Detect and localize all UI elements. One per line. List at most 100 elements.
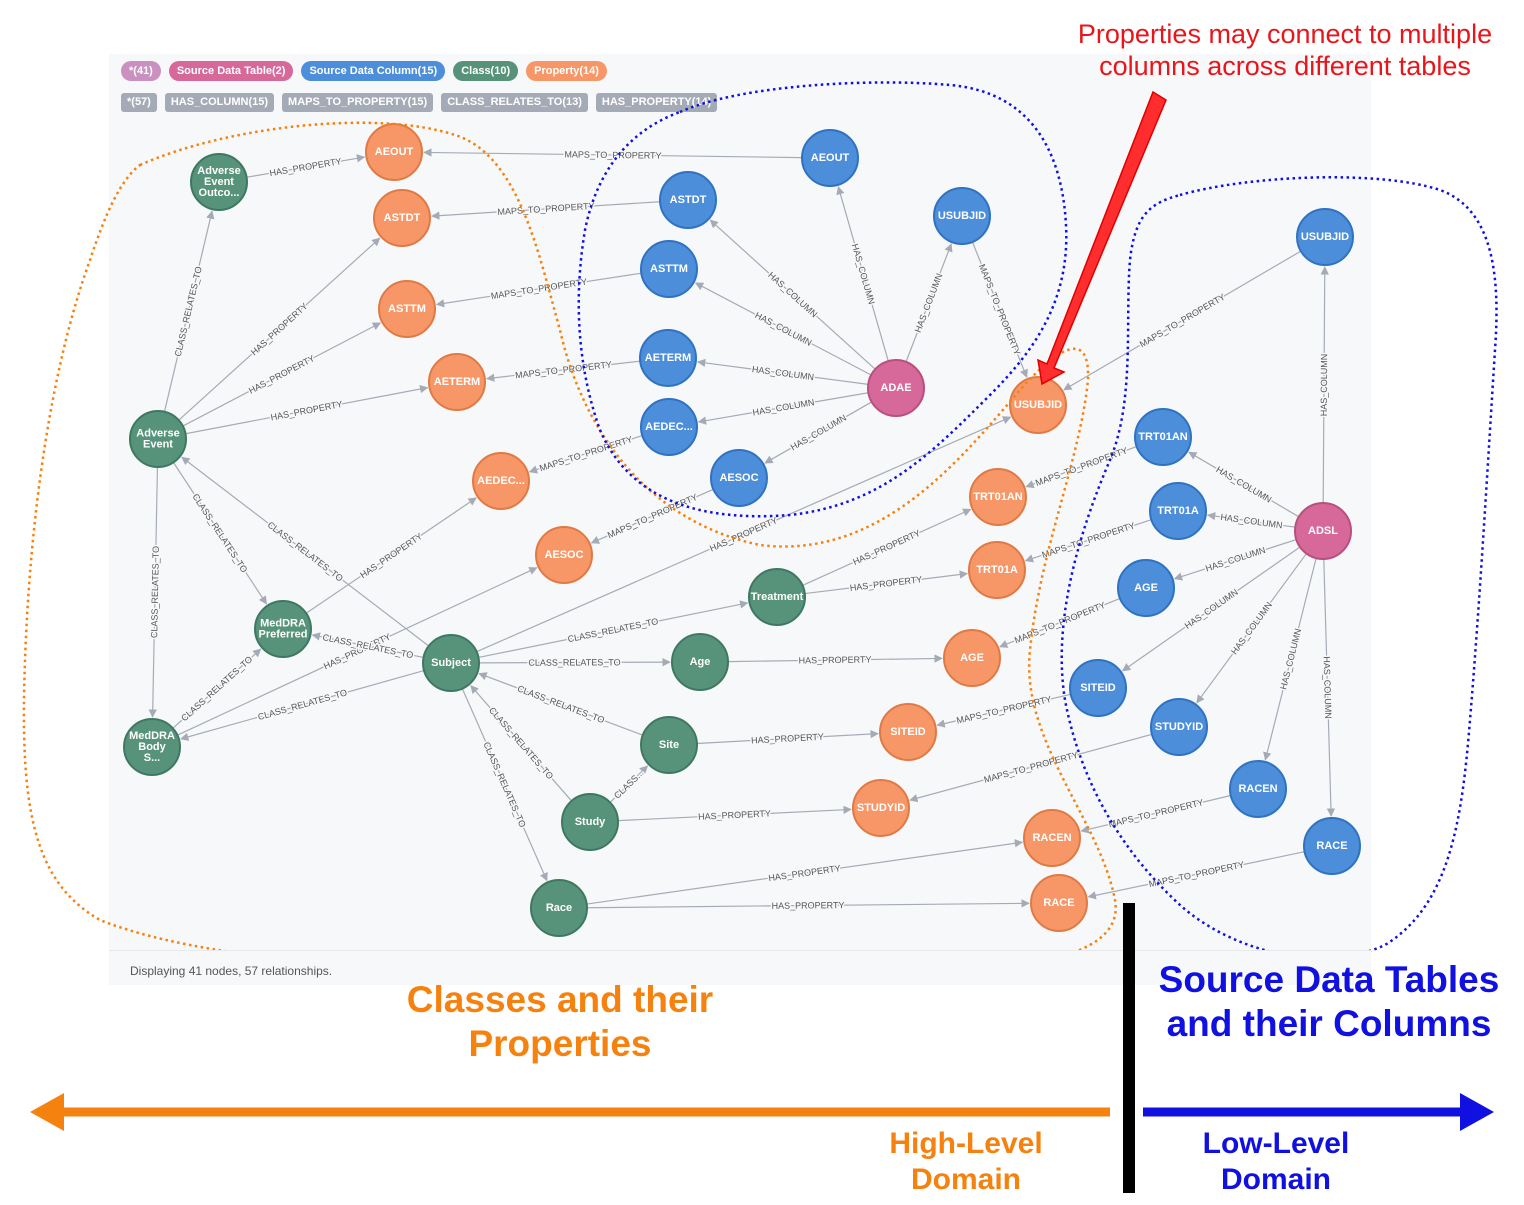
- relationship-edge[interactable]: [172, 462, 268, 605]
- relationship-edge[interactable]: [694, 282, 872, 376]
- node-circle[interactable]: [639, 329, 697, 387]
- node-column[interactable]: TRT01A: [1149, 482, 1207, 540]
- relationship-edge[interactable]: [172, 648, 262, 729]
- relationship-edge[interactable]: [1320, 266, 1329, 504]
- relationship-edge[interactable]: [617, 805, 852, 822]
- relationship-edge[interactable]: [478, 657, 671, 667]
- node-circle[interactable]: [1023, 809, 1081, 867]
- node-circle[interactable]: [373, 189, 431, 247]
- node-class[interactable]: MedDRA Preferred: [254, 600, 312, 658]
- node-class[interactable]: Subject: [422, 634, 480, 692]
- relationship-edge[interactable]: [836, 186, 889, 362]
- node-column[interactable]: USUBJID: [933, 187, 991, 245]
- node-column[interactable]: ASTTM: [640, 240, 698, 298]
- relationship-edge[interactable]: [999, 597, 1121, 648]
- node-class[interactable]: Treatment: [748, 568, 806, 626]
- relationship-edge[interactable]: [586, 839, 1024, 905]
- node-column[interactable]: RACE: [1303, 817, 1361, 875]
- node-circle[interactable]: [879, 703, 937, 761]
- node-class[interactable]: Adverse Event: [129, 410, 187, 468]
- label-pill-class[interactable]: Class(10): [453, 61, 519, 81]
- node-property[interactable]: TRT01AN: [969, 468, 1027, 526]
- relationship-edge[interactable]: [485, 360, 641, 382]
- relationship-edge[interactable]: [1080, 794, 1231, 834]
- node-circle[interactable]: [640, 398, 698, 456]
- node-circle[interactable]: [530, 879, 588, 937]
- node-column[interactable]: AESOC: [710, 449, 768, 507]
- node-property[interactable]: AEDEC...: [472, 452, 530, 510]
- relationship-edge[interactable]: [727, 654, 943, 663]
- node-circle[interactable]: [867, 359, 925, 417]
- relationship-edge[interactable]: [905, 243, 953, 363]
- node-circle[interactable]: [1229, 760, 1287, 818]
- node-circle[interactable]: [123, 718, 181, 776]
- rel-tag-has-property[interactable]: HAS_PROPERTY(14): [595, 93, 718, 112]
- relationship-edge[interactable]: [1263, 558, 1317, 761]
- node-circle[interactable]: [659, 171, 717, 229]
- relationship-edge[interactable]: [305, 497, 477, 614]
- relationship-edge[interactable]: [1121, 546, 1301, 672]
- node-circle[interactable]: [1303, 817, 1361, 875]
- node-property[interactable]: AETERM: [428, 353, 486, 411]
- node-column[interactable]: SITEID: [1069, 659, 1127, 717]
- relationship-edge[interactable]: [148, 466, 159, 718]
- relationship-edge[interactable]: [180, 669, 425, 741]
- relationship-edge[interactable]: [909, 733, 1153, 803]
- relationship-edge[interactable]: [609, 765, 649, 803]
- node-circle[interactable]: [129, 410, 187, 468]
- node-column[interactable]: RACEN: [1229, 760, 1287, 818]
- relationship-edge[interactable]: [1206, 511, 1296, 528]
- node-circle[interactable]: [943, 629, 1001, 687]
- relationship-edge[interactable]: [802, 508, 972, 587]
- relationship-edge[interactable]: [163, 210, 215, 412]
- relationship-edge[interactable]: [696, 729, 879, 745]
- node-circle[interactable]: [254, 600, 312, 658]
- node-table[interactable]: ADSL: [1294, 502, 1352, 560]
- node-circle[interactable]: [801, 129, 859, 187]
- relationship-edge[interactable]: [697, 392, 869, 425]
- relationship-edge[interactable]: [528, 434, 643, 474]
- relationship-edge[interactable]: [1323, 558, 1336, 817]
- rel-tag-class-relates-to[interactable]: CLASS_RELATES_TO(13): [441, 93, 588, 112]
- relationship-edge[interactable]: [764, 401, 873, 464]
- node-class[interactable]: Age: [671, 633, 729, 691]
- node-column[interactable]: USUBJID: [1296, 208, 1354, 266]
- node-property[interactable]: AEOUT: [365, 123, 423, 181]
- relationship-edge[interactable]: [470, 684, 573, 802]
- label-pill-source-data-column[interactable]: Source Data Column(15): [301, 61, 446, 81]
- relationship-edge[interactable]: [185, 384, 429, 435]
- node-property[interactable]: ASTDT: [373, 189, 431, 247]
- node-circle[interactable]: [968, 541, 1026, 599]
- node-circle[interactable]: [1117, 559, 1175, 617]
- node-property[interactable]: TRT01A: [968, 541, 1026, 599]
- node-circle[interactable]: [1294, 502, 1352, 560]
- node-circle[interactable]: [190, 153, 248, 211]
- node-property[interactable]: SITEID: [879, 703, 937, 761]
- relationship-edge[interactable]: [177, 567, 538, 736]
- node-circle[interactable]: [1009, 376, 1067, 434]
- node-circle[interactable]: [378, 280, 436, 338]
- node-circle[interactable]: [535, 526, 593, 584]
- node-circle[interactable]: [748, 568, 806, 626]
- node-circle[interactable]: [472, 452, 530, 510]
- relationship-edge[interactable]: [1188, 451, 1300, 518]
- relationship-edge[interactable]: [178, 237, 381, 421]
- relationship-edge[interactable]: [423, 148, 803, 159]
- relationship-edge[interactable]: [1173, 539, 1297, 581]
- relationship-edge[interactable]: [590, 488, 714, 544]
- rel-tag-all[interactable]: *(57): [121, 93, 157, 112]
- relationship-edge[interactable]: [246, 154, 366, 178]
- node-circle[interactable]: [933, 187, 991, 245]
- relationship-edge[interactable]: [936, 693, 1071, 728]
- node-property[interactable]: AESOC: [535, 526, 593, 584]
- node-circle[interactable]: [1296, 208, 1354, 266]
- node-circle[interactable]: [969, 468, 1027, 526]
- node-property[interactable]: USUBJID: [1009, 376, 1067, 434]
- node-class[interactable]: Race: [530, 879, 588, 937]
- label-pill-source-data-table[interactable]: Source Data Table(2): [168, 61, 294, 81]
- relationship-edge[interactable]: [971, 241, 1028, 378]
- node-circle[interactable]: [1150, 698, 1208, 756]
- node-column[interactable]: AGE: [1117, 559, 1175, 617]
- node-circle[interactable]: [561, 793, 619, 851]
